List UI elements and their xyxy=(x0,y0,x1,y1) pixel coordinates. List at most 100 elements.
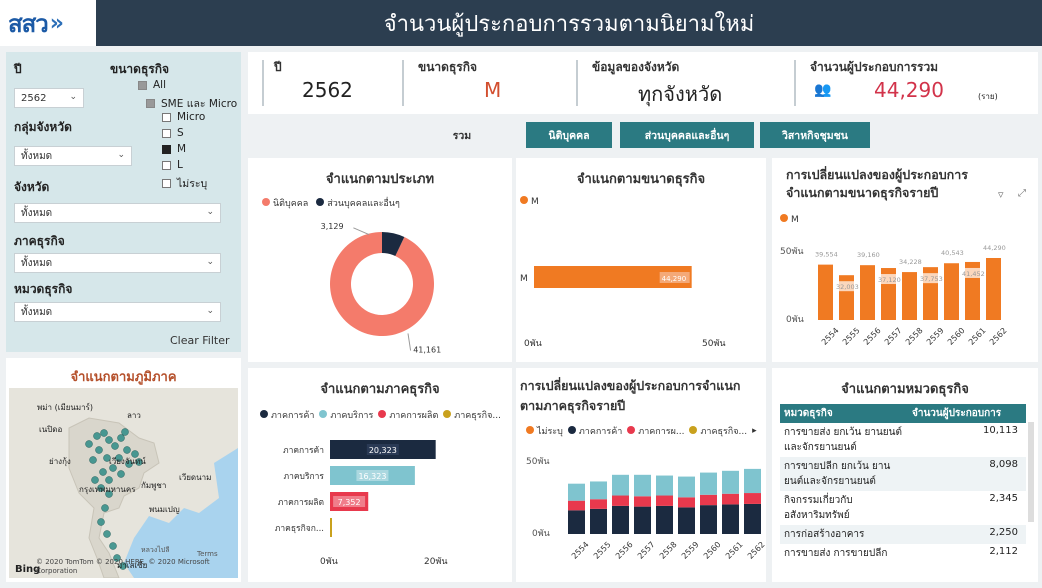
checkbox-icon[interactable] xyxy=(162,160,171,170)
category-name-cell: การขายส่ง ยกเว้น ยานยนต์และจักรยานยนต์ xyxy=(784,427,902,453)
size-option[interactable]: L xyxy=(162,159,183,171)
legend-next-icon[interactable]: ▸ xyxy=(752,426,757,436)
province-group-label: กลุ่มจังหวัด xyxy=(14,120,72,134)
size-trend-chart[interactable]: 50พัน 0พัน 39,554 2554 32,003 2555 39,160 2556 3… xyxy=(772,228,1038,360)
filter-panel: ปี 2562 ⌄ ขนาดธุรกิจ All SME และ Micro Mic… xyxy=(6,52,241,352)
legend-item: นิติบุคคล xyxy=(262,196,308,210)
bing-logo: Bing xyxy=(15,564,40,575)
sector-dropdown[interactable]: ทั้งหมด ⌄ xyxy=(14,253,221,273)
legend-label: ไม่ระบุ xyxy=(537,427,563,437)
table-scrollbar[interactable] xyxy=(1028,422,1034,522)
y-tick-label: 0พัน xyxy=(532,529,550,539)
size-trend-value-label: 39,160 xyxy=(857,251,880,259)
map-dot xyxy=(97,484,105,492)
x-tick-label: 2561 xyxy=(724,540,745,561)
map-label-yangon: ย่างกุ้ง xyxy=(49,457,71,466)
value-label-bg xyxy=(982,241,1006,252)
legend-label: ส่วนบุคคลและอื่นๆ xyxy=(327,199,400,209)
x-tick-label: 2562 xyxy=(988,326,1009,347)
legend-label: ภาคการค้า xyxy=(271,411,315,421)
expand-icon[interactable]: ⤢ xyxy=(1018,188,1026,199)
sector-trend-bar xyxy=(568,510,585,534)
table-row[interactable]: กิจกรรมเกี่ยวกับอสังหาริมทรัพย์ 2,345 xyxy=(780,491,1026,525)
chevron-down-icon: ⌄ xyxy=(117,150,125,160)
region-map-title: จำแนกตามภูมิภาค xyxy=(70,370,177,385)
sector-bar-chart[interactable]: ภาคการค้า 20,323 ภาคบริการ 16,323 ภาคการผลิต… xyxy=(248,424,512,580)
size-bar-chart[interactable]: M 44,290 0พัน 50พัน xyxy=(516,210,766,360)
tab-1[interactable]: นิติบุคคล xyxy=(526,122,612,148)
x-tick-label: 50พัน xyxy=(702,339,726,349)
sector-category-label: ภาคการผลิต xyxy=(278,498,324,508)
sector-card: จำแนกตามภาคธุรกิจ ภาคการค้า ภาคบริการ ภาคก… xyxy=(248,368,512,582)
type-donut-chart[interactable]: 41,161 3,129 xyxy=(248,210,512,360)
table-row[interactable]: การก่อสร้างอาคาร 2,250 xyxy=(780,525,1026,544)
size-trend-bar xyxy=(818,264,833,320)
sector-trend-bar xyxy=(678,507,695,534)
year-dropdown[interactable]: 2562 ⌄ xyxy=(14,88,84,108)
x-tick-label: 2562 xyxy=(746,540,766,561)
checkbox-icon[interactable] xyxy=(146,99,155,108)
checkbox-icon[interactable] xyxy=(162,112,171,122)
size-legend: M xyxy=(520,196,539,207)
map-dot xyxy=(119,562,127,570)
tab-0[interactable]: รวม xyxy=(406,122,518,148)
tab-3[interactable]: วิสาหกิจชุมชน xyxy=(760,122,870,148)
province-group-dropdown[interactable]: ทั้งหมด ⌄ xyxy=(14,146,132,166)
legend-item: M xyxy=(520,196,539,207)
checkbox-icon[interactable] xyxy=(162,144,171,154)
legend-item: ภาคการผลิต xyxy=(378,408,438,422)
table-row[interactable]: การขายส่ง ยกเว้น ยานยนต์และจักรยานยนต์ 10… xyxy=(780,423,1026,457)
table-row[interactable]: การขายส่ง การขายปลีก 2,112 xyxy=(780,544,1026,563)
size-option[interactable]: ไม่ระบุ xyxy=(162,175,207,192)
category-name-cell: กิจกรรมเกี่ยวกับอสังหาริมทรัพย์ xyxy=(784,495,853,521)
size-option[interactable]: SME และ Micro xyxy=(146,95,237,112)
value-label-bg xyxy=(856,249,880,260)
filter-icon[interactable]: ▿ xyxy=(998,188,1004,201)
checkbox-icon[interactable] xyxy=(162,128,171,138)
category-dropdown[interactable]: ทั้งหมด ⌄ xyxy=(14,302,221,322)
x-tick-label: 2557 xyxy=(636,540,657,561)
table-header[interactable]: หมวดธุรกิจ xyxy=(784,408,833,419)
table-header[interactable]: จำนวนผู้ประกอบการ xyxy=(912,408,1002,419)
sector-trend-legend: ไม่ระบุ ภาคการค้า ภาคการผ... ภาคธุรกิจ... ▸ xyxy=(526,424,757,438)
sector-trend-bar xyxy=(634,474,651,497)
size-option[interactable]: S xyxy=(162,127,184,139)
sector-trend-bar xyxy=(722,504,739,534)
chevron-down-icon: ⌄ xyxy=(69,92,77,102)
map-label-laos: ลาว xyxy=(127,411,141,420)
size-option[interactable]: M xyxy=(162,143,186,155)
kpi-divider xyxy=(262,60,264,106)
chevron-down-icon: ⌄ xyxy=(206,306,214,316)
region-map-card: จำแนกตามภูมิภาค พม่า (เมียนมาร์) ลาว เนป… xyxy=(6,358,241,582)
category-value: ทั้งหมด xyxy=(21,306,53,318)
clear-filter-button[interactable]: Clear Filter xyxy=(170,334,230,347)
size-option[interactable]: Micro xyxy=(162,111,205,123)
category-count-cell: 2,112 xyxy=(989,546,1018,557)
legend-label: ภาคการผ... xyxy=(638,427,685,437)
logo-arrows-icon: » xyxy=(49,10,64,36)
size-card: จำแนกตามขนาดธุรกิจ M M 44,290 0พัน 50พัน xyxy=(516,158,766,362)
checkbox-icon[interactable] xyxy=(138,80,147,90)
sector-trend-bar xyxy=(656,495,673,506)
sector-trend-bar xyxy=(590,481,607,500)
page-title: จำนวนผู้ประกอบการรวมตามนิยามใหม่ xyxy=(383,11,755,37)
map-terms-link[interactable]: Terms xyxy=(196,550,218,558)
value-label-bg xyxy=(366,444,399,455)
value-label-bg xyxy=(919,273,943,284)
table-row[interactable]: การขายปลีก ยกเว้น ยานยนต์และจักรยานยนต์ 8… xyxy=(780,457,1026,491)
sector-trend-bar xyxy=(634,496,651,507)
checkbox-icon[interactable] xyxy=(162,179,171,188)
size-option[interactable]: All xyxy=(138,79,166,91)
map-dot xyxy=(99,468,107,476)
region-map[interactable]: พม่า (เมียนมาร์) ลาว เนปิดอ เวียงจันทน์ … xyxy=(9,388,238,578)
size-bar xyxy=(534,266,692,288)
size-filter-label: ขนาดธุรกิจ xyxy=(110,62,170,76)
sector-value-label: 7,352 xyxy=(338,498,361,507)
tab-2[interactable]: ส่วนบุคคลและอื่นๆ xyxy=(620,122,754,148)
x-tick-label: 2560 xyxy=(946,326,967,347)
legend-label: นิติบุคคล xyxy=(273,199,309,209)
x-tick-label: 2559 xyxy=(680,540,701,561)
map-dot xyxy=(97,518,105,526)
province-dropdown[interactable]: ทั้งหมด ⌄ xyxy=(14,203,221,223)
